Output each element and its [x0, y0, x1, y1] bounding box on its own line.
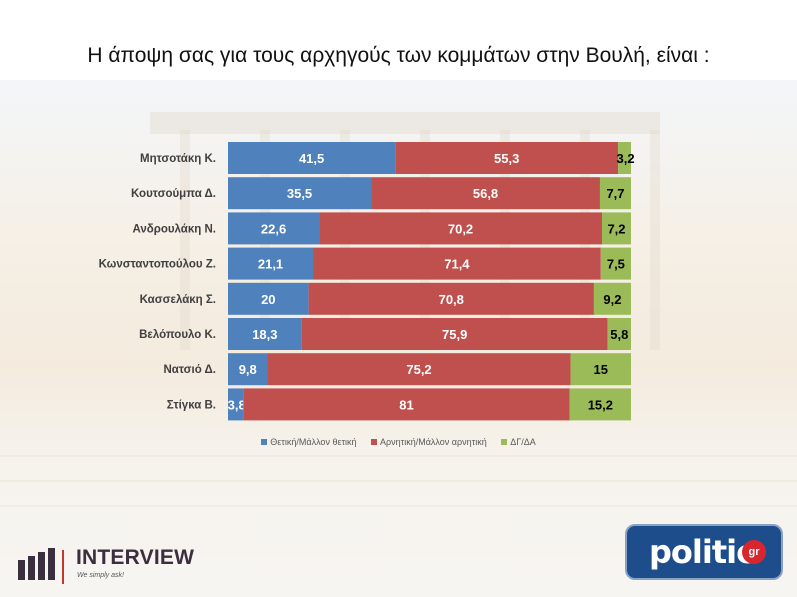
bar-negative: [308, 282, 594, 315]
category-label: Κωνσταντοπούλου Ζ.: [99, 259, 216, 271]
bar-dk: [600, 247, 631, 280]
data-label-negative: 55,3: [494, 151, 519, 166]
bar-negative: [395, 142, 619, 174]
bar-dk: [599, 177, 631, 210]
data-label-negative: 71,4: [444, 257, 470, 272]
data-label-negative: 75,2: [406, 362, 431, 377]
bar-positive: [228, 177, 372, 210]
legend-swatch-dk: [501, 439, 508, 445]
data-label-negative: 75,9: [442, 327, 467, 342]
data-label-dk: 5,8: [610, 327, 628, 342]
plot-area: Μητσοτάκη Κ. 41,5 55,3 3,2 Κουτσούμπα Δ. 35,5…: [99, 142, 635, 421]
data-label-positive: 22,6: [261, 221, 286, 236]
category-label: Κουτσούμπα Δ.: [131, 188, 216, 200]
bar-dk: [618, 142, 631, 174]
data-label-negative: 56,8: [473, 186, 498, 201]
bar-dk: [593, 282, 631, 315]
politic-word: politic: [649, 533, 755, 571]
bar-dk: [569, 388, 631, 421]
data-label-dk: 7,7: [606, 186, 624, 201]
data-label-positive: 35,5: [287, 186, 312, 201]
legend-swatch-positive: [261, 439, 268, 445]
data-label-positive: 18,3: [252, 327, 277, 342]
bar-dk: [607, 318, 631, 350]
category-label: Βελόπουλο Κ.: [139, 329, 216, 341]
data-label-positive: 20: [261, 292, 275, 307]
politic-badge: gr: [742, 540, 766, 564]
legend-label-positive: Θετική/Μάλλον θετική: [270, 437, 357, 447]
chart-legend: Θετική/Μάλλον θετική Αρνητική/Μάλλον αρν…: [0, 437, 797, 447]
category-label: Στίγκα Β.: [167, 399, 216, 411]
bar-negative: [267, 353, 571, 386]
bar-positive: [228, 388, 244, 421]
legend-swatch-negative: [371, 439, 378, 445]
data-label-positive: 21,1: [258, 257, 283, 272]
bar-negative: [243, 388, 570, 421]
legend-item-dk: ΔΓ/ΔΑ: [501, 437, 536, 447]
category-label: Μητσοτάκη Κ.: [140, 153, 216, 165]
data-label-positive: 3,8: [228, 397, 246, 412]
data-label-dk: 7,5: [607, 257, 625, 272]
politic-logo: politic gr: [625, 524, 783, 580]
interview-mark-icon: [18, 548, 64, 584]
bar-positive: [228, 142, 396, 174]
legend-label-negative: Αρνητική/Μάλλον αρνητική: [380, 437, 487, 447]
bar-positive: [228, 282, 309, 315]
data-label-negative: 81: [399, 397, 413, 412]
data-label-negative: 70,8: [439, 292, 464, 307]
category-label: Ανδρουλάκη Ν.: [132, 223, 216, 235]
data-label-dk: 9,2: [603, 292, 621, 307]
bar-negative: [301, 318, 608, 350]
chart-title: Η άποψη σας για τους αρχηγούς των κομμάτ…: [87, 44, 710, 67]
category-label: Κασσελάκη Σ.: [140, 294, 216, 306]
interview-logo: INTERVIEW We simply ask!: [16, 542, 216, 592]
legend-item-negative: Αρνητική/Μάλλον αρνητική: [371, 437, 487, 447]
legend-item-positive: Θετική/Μάλλον θετική: [261, 437, 357, 447]
bar-positive: [228, 247, 314, 280]
interview-slogan: We simply ask!: [77, 572, 124, 579]
data-label-positive: 9,8: [239, 362, 257, 377]
interview-name: INTERVIEW: [76, 546, 195, 569]
bar-negative: [313, 247, 601, 280]
data-label-dk: 15: [594, 362, 608, 377]
bar-negative: [371, 177, 600, 210]
bar-positive: [228, 212, 320, 245]
bar-dk: [570, 353, 631, 386]
data-label-dk: 3,2: [617, 151, 635, 166]
bar-dk: [601, 212, 631, 245]
data-label-negative: 70,2: [448, 221, 473, 236]
category-label: Νατσιό Δ.: [163, 364, 216, 376]
data-label-dk: 15,2: [588, 397, 613, 412]
bar-positive: [228, 353, 268, 386]
data-label-dk: 7,2: [607, 221, 625, 236]
bar-negative: [319, 212, 602, 245]
bar-positive: [228, 318, 302, 350]
data-label-positive: 41,5: [299, 151, 324, 166]
legend-label-dk: ΔΓ/ΔΑ: [510, 437, 536, 447]
